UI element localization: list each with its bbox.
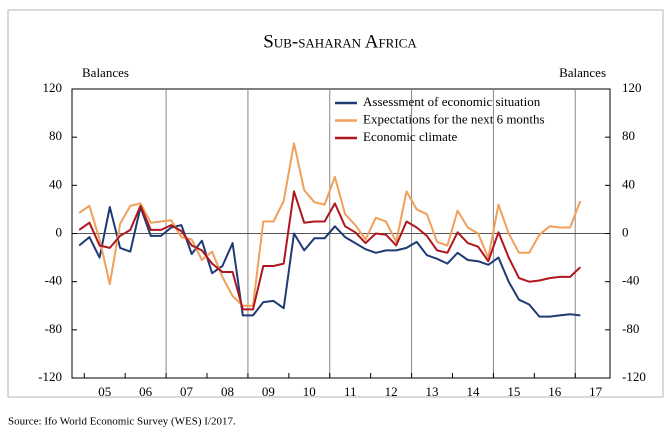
y2-tick-label: 40 — [622, 176, 635, 191]
x-tick-label: 16 — [548, 384, 562, 399]
y2-tick-label: -120 — [622, 369, 646, 384]
legend-label: Expectations for the next 6 months — [363, 111, 545, 126]
x-tick-label: 09 — [262, 384, 275, 399]
legend-label: Assessment of economic situation — [363, 94, 541, 109]
y-tick-label: 120 — [43, 80, 63, 95]
y-tick-label: -40 — [45, 273, 62, 288]
x-tick-label: 08 — [221, 384, 234, 399]
y2-tick-label: -80 — [622, 321, 639, 336]
series-line — [78, 190, 581, 311]
x-tick-label: 10 — [303, 384, 316, 399]
legend-label: Economic climate — [363, 129, 457, 144]
x-tick-label: 07 — [180, 384, 194, 399]
series-line — [78, 142, 582, 307]
y2-tick-label: 120 — [622, 80, 642, 95]
y-tick-label: -120 — [38, 369, 62, 384]
x-tick-label: 05 — [98, 384, 111, 399]
y-tick-label: 0 — [56, 224, 63, 239]
y-tick-label: 40 — [49, 176, 62, 191]
y-axis-label: Balances — [82, 65, 129, 80]
x-tick-label: 13 — [426, 384, 439, 399]
x-tick-label: 06 — [139, 384, 153, 399]
series-line — [78, 206, 581, 318]
y2-tick-label: 80 — [622, 128, 635, 143]
source: Source: Ifo World Economic Survey (WES) … — [8, 416, 236, 428]
y2-axis-label: Balances — [559, 65, 606, 80]
x-tick-label: 14 — [466, 384, 480, 399]
x-tick-label: 12 — [385, 384, 398, 399]
y-tick-label: 80 — [49, 128, 62, 143]
y2-tick-label: -40 — [622, 273, 639, 288]
chart-title: Sub-saharan Africa — [263, 31, 417, 52]
x-tick-label: 11 — [344, 384, 357, 399]
y2-tick-label: 0 — [622, 224, 629, 239]
x-tick-label: 17 — [589, 384, 603, 399]
y-tick-label: -80 — [45, 321, 62, 336]
x-tick-label: 15 — [507, 384, 520, 399]
